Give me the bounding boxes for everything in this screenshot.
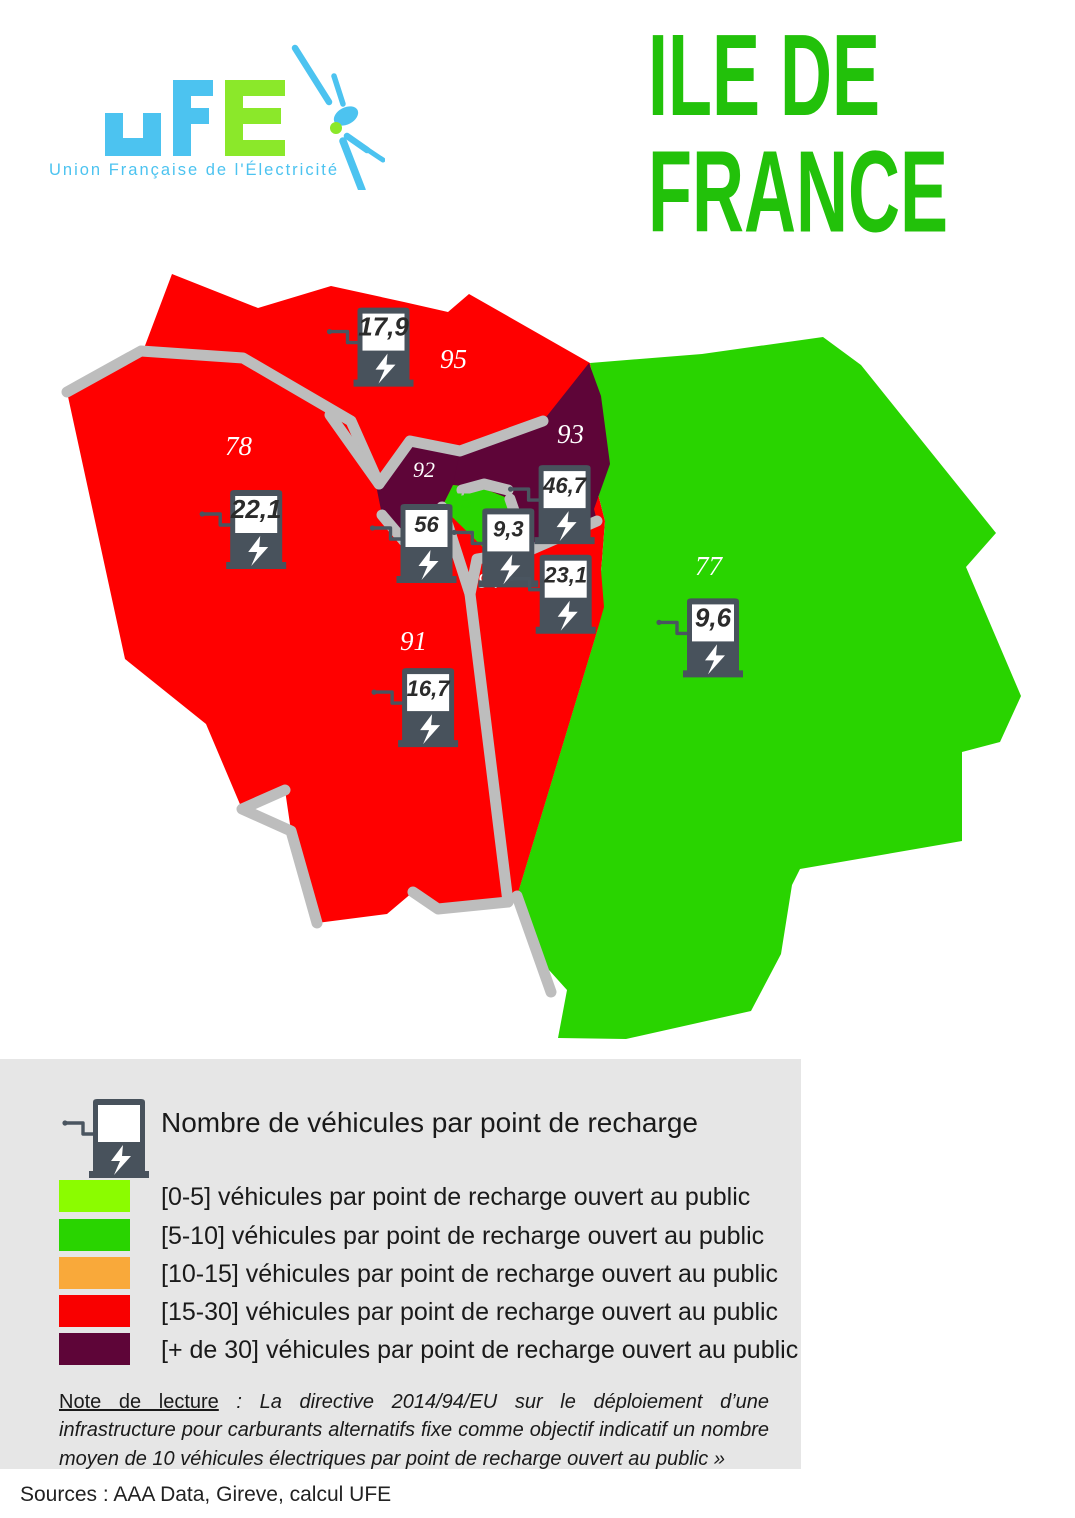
svg-text:46,7: 46,7 <box>542 473 588 498</box>
svg-text:75: 75 <box>450 488 472 513</box>
svg-text:77: 77 <box>695 551 724 581</box>
svg-text:95: 95 <box>440 344 467 374</box>
svg-text:91: 91 <box>400 626 427 656</box>
svg-text:92: 92 <box>413 457 435 482</box>
svg-text:78: 78 <box>225 431 253 461</box>
svg-text:23,1: 23,1 <box>543 563 587 588</box>
svg-text:16,7: 16,7 <box>407 676 452 701</box>
svg-text:56: 56 <box>414 512 439 537</box>
svg-text:9,6: 9,6 <box>695 602 732 632</box>
svg-text:22,1: 22,1 <box>230 494 282 524</box>
svg-text:93: 93 <box>557 419 584 449</box>
svg-text:9,3: 9,3 <box>493 516 524 541</box>
svg-text:17,9: 17,9 <box>358 312 409 342</box>
